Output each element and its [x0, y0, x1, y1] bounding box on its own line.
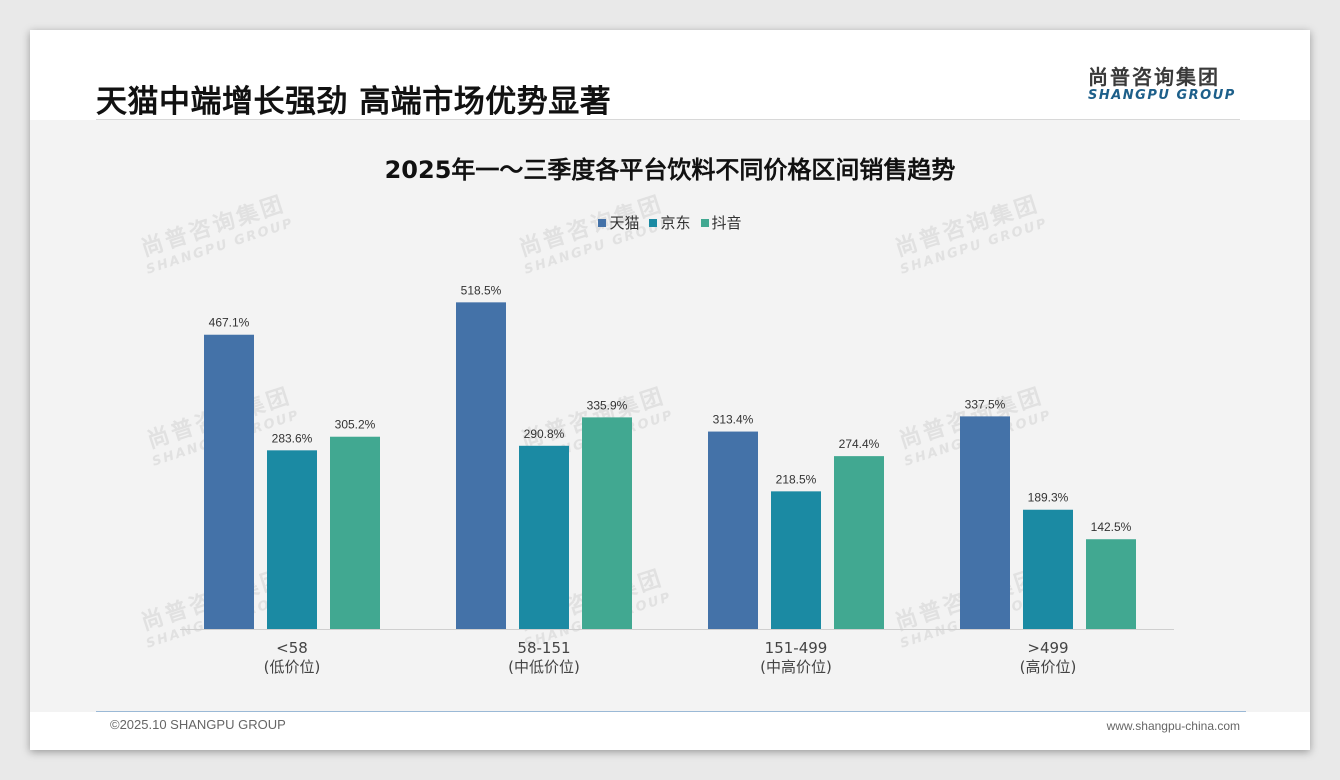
x-tick-sublabel: (高价位)	[1020, 658, 1077, 676]
bar-3-1	[1023, 509, 1073, 629]
bar-2-2	[834, 456, 884, 629]
data-label: 305.2%	[335, 418, 376, 432]
bar-3-2	[1086, 539, 1136, 629]
x-tick-sublabel: (低价位)	[264, 658, 321, 676]
legend-label-jd: 京东	[660, 214, 691, 232]
data-label: 218.5%	[776, 472, 817, 486]
data-label: 274.4%	[839, 437, 880, 451]
footer-band	[30, 712, 1310, 750]
footer-copyright: ©2025.10 SHANGPU GROUP	[110, 717, 286, 732]
legend-item-tmall: 天猫	[598, 212, 639, 233]
header-divider	[96, 119, 1240, 120]
legend-label-douyin: 抖音	[711, 214, 742, 232]
company-logo: 尚普咨询集团 SHANGPU GROUP	[1088, 66, 1238, 104]
legend-swatch-tmall	[598, 218, 607, 227]
legend-label-tmall: 天猫	[609, 214, 640, 232]
x-tick-label: 58-151	[517, 639, 570, 657]
footer-divider	[96, 711, 1246, 712]
data-label: 290.8%	[524, 427, 565, 441]
bar-0-2	[330, 436, 380, 629]
bar-1-1	[519, 445, 569, 629]
x-tick-label: <58	[276, 639, 308, 657]
legend-item-douyin: 抖音	[700, 212, 742, 233]
chart-legend: 天猫 京东 抖音	[30, 212, 1310, 233]
data-label: 337.5%	[965, 397, 1006, 411]
data-label: 518.5%	[461, 283, 502, 297]
legend-item-jd: 京东	[649, 212, 691, 233]
chart-title: 2025年一～三季度各平台饮料不同价格区间销售趋势	[384, 156, 956, 184]
bar-1-0	[456, 302, 506, 629]
x-tick-label: >499	[1027, 639, 1068, 657]
bar-3-0	[960, 416, 1010, 629]
slide: 天猫中端增长强劲 高端市场优势显著 尚普咨询集团 SHANGPU GROUP 尚…	[30, 30, 1310, 750]
bar-0-0	[204, 334, 254, 629]
bar-1-2	[582, 417, 632, 629]
logo-cn: 尚普咨询集团	[1088, 65, 1220, 89]
legend-swatch-douyin	[700, 218, 709, 227]
data-label: 142.5%	[1091, 520, 1132, 534]
bar-2-1	[771, 491, 821, 629]
data-label: 467.1%	[209, 316, 250, 330]
x-tick-label: 151-499	[765, 639, 828, 657]
logo-en: SHANGPU GROUP	[1088, 88, 1236, 103]
header-band	[30, 30, 1310, 120]
x-tick-sublabel: (中高价位)	[760, 658, 832, 676]
x-tick-sublabel: (中低价位)	[508, 658, 580, 676]
legend-swatch-jd	[649, 218, 658, 227]
data-label: 335.9%	[587, 398, 628, 412]
data-label: 189.3%	[1028, 491, 1069, 505]
data-label: 283.6%	[272, 431, 313, 445]
footer-website: www.shangpu-china.com	[1106, 719, 1240, 733]
data-label: 313.4%	[713, 413, 754, 427]
page-title: 天猫中端增长强劲 高端市场优势显著	[96, 84, 612, 120]
bar-0-1	[267, 450, 317, 629]
bar-chart: 467.1% 283.6% 305.2% <58(低价位) 518.5% 290.8% 33…	[180, 283, 1174, 676]
bar-2-0	[708, 431, 758, 629]
